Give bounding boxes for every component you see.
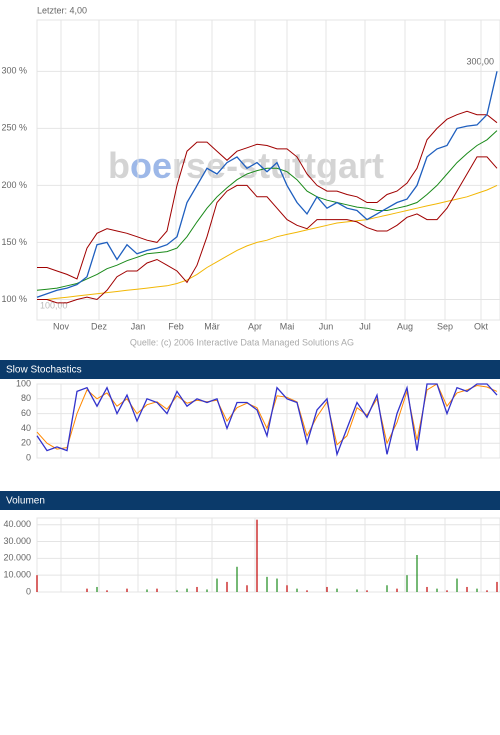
bar bbox=[256, 519, 258, 592]
bar bbox=[356, 589, 358, 592]
bar bbox=[306, 590, 308, 592]
y-tick-label: 20.000 bbox=[3, 553, 31, 563]
x-tick-label: Jan bbox=[131, 321, 146, 331]
bar bbox=[216, 578, 218, 592]
y-tick-label: 200 % bbox=[1, 180, 27, 190]
y-tick-label: 100 % bbox=[1, 294, 27, 304]
y-tick-label: 40 bbox=[21, 423, 31, 433]
x-tick-label: Okt bbox=[474, 321, 489, 331]
header-bar bbox=[0, 491, 500, 510]
last-price: Letzter: 4,00 bbox=[37, 5, 87, 15]
x-tick-label: Nov bbox=[53, 321, 70, 331]
y-tick-label: 250 % bbox=[1, 123, 27, 133]
y-tick-label: 100 bbox=[16, 378, 31, 388]
bar bbox=[446, 590, 448, 592]
bar bbox=[296, 588, 298, 592]
y-tick-label: 60 bbox=[21, 408, 31, 418]
bar bbox=[396, 588, 398, 592]
y-tick-label: 0 bbox=[26, 586, 31, 596]
bar bbox=[196, 586, 198, 592]
bar bbox=[126, 588, 128, 592]
bar bbox=[276, 578, 278, 592]
bar bbox=[426, 586, 428, 592]
bar bbox=[106, 590, 108, 592]
x-tick-label: Mär bbox=[204, 321, 220, 331]
bar bbox=[246, 585, 248, 592]
watermark-part: b bbox=[108, 145, 130, 186]
y-tick-label: 0 bbox=[26, 452, 31, 462]
y-tick-label: 300 % bbox=[1, 66, 27, 76]
y-tick-label: 80 bbox=[21, 393, 31, 403]
plot-area bbox=[36, 19, 500, 321]
y-tick-label: 20 bbox=[21, 438, 31, 448]
series-line bbox=[36, 383, 498, 457]
x-tick-label: Apr bbox=[248, 321, 262, 331]
bar bbox=[386, 585, 388, 592]
series-line bbox=[36, 130, 498, 291]
plot-area bbox=[36, 517, 500, 593]
bar bbox=[176, 590, 178, 592]
bar bbox=[226, 581, 228, 592]
bar bbox=[476, 588, 478, 592]
bar bbox=[326, 586, 328, 592]
x-tick-label: Dez bbox=[91, 321, 108, 331]
series-line bbox=[37, 110, 498, 280]
bar bbox=[156, 588, 158, 592]
bar bbox=[456, 578, 458, 592]
bar bbox=[416, 555, 418, 592]
bar bbox=[286, 585, 288, 592]
header-bar bbox=[0, 360, 500, 379]
bar bbox=[236, 566, 238, 592]
bar bbox=[406, 575, 408, 592]
bar bbox=[336, 588, 338, 592]
series-line bbox=[36, 71, 498, 298]
x-tick-label: Jul bbox=[359, 321, 371, 331]
series-line bbox=[36, 383, 498, 450]
y-tick-label: 30.000 bbox=[3, 536, 31, 546]
bar bbox=[86, 588, 88, 592]
x-tick-label: Aug bbox=[397, 321, 413, 331]
panel-title: Volumen bbox=[6, 496, 45, 507]
bar bbox=[266, 576, 268, 592]
bar bbox=[366, 590, 368, 592]
series-line bbox=[37, 184, 498, 300]
bar bbox=[36, 575, 38, 592]
x-tick-label: Mai bbox=[280, 321, 295, 331]
watermark-part: oe bbox=[130, 145, 172, 186]
source: Quelle: (c) 2006 Interactive Data Manage… bbox=[130, 337, 354, 347]
panel-title: Slow Stochastics bbox=[6, 365, 82, 376]
bar bbox=[96, 586, 98, 592]
bar bbox=[186, 588, 188, 592]
x-tick-label: Sep bbox=[437, 321, 453, 331]
y-tick-label: 150 % bbox=[1, 237, 27, 247]
plot-area bbox=[36, 383, 500, 459]
bar bbox=[466, 586, 468, 592]
x-tick-label: Feb bbox=[168, 321, 184, 331]
bar bbox=[496, 581, 498, 592]
watermark: boerse-stuttgart bbox=[108, 145, 384, 186]
start-label: 100,00 bbox=[40, 300, 68, 310]
bar bbox=[436, 588, 438, 592]
last-label: 300,00 bbox=[466, 56, 494, 66]
bar bbox=[146, 589, 148, 592]
bar bbox=[206, 589, 208, 592]
y-tick-label: 10.000 bbox=[3, 570, 31, 580]
y-tick-label: 40.000 bbox=[3, 519, 31, 529]
series-line bbox=[37, 156, 498, 304]
bar bbox=[486, 590, 488, 592]
x-tick-label: Jun bbox=[319, 321, 334, 331]
